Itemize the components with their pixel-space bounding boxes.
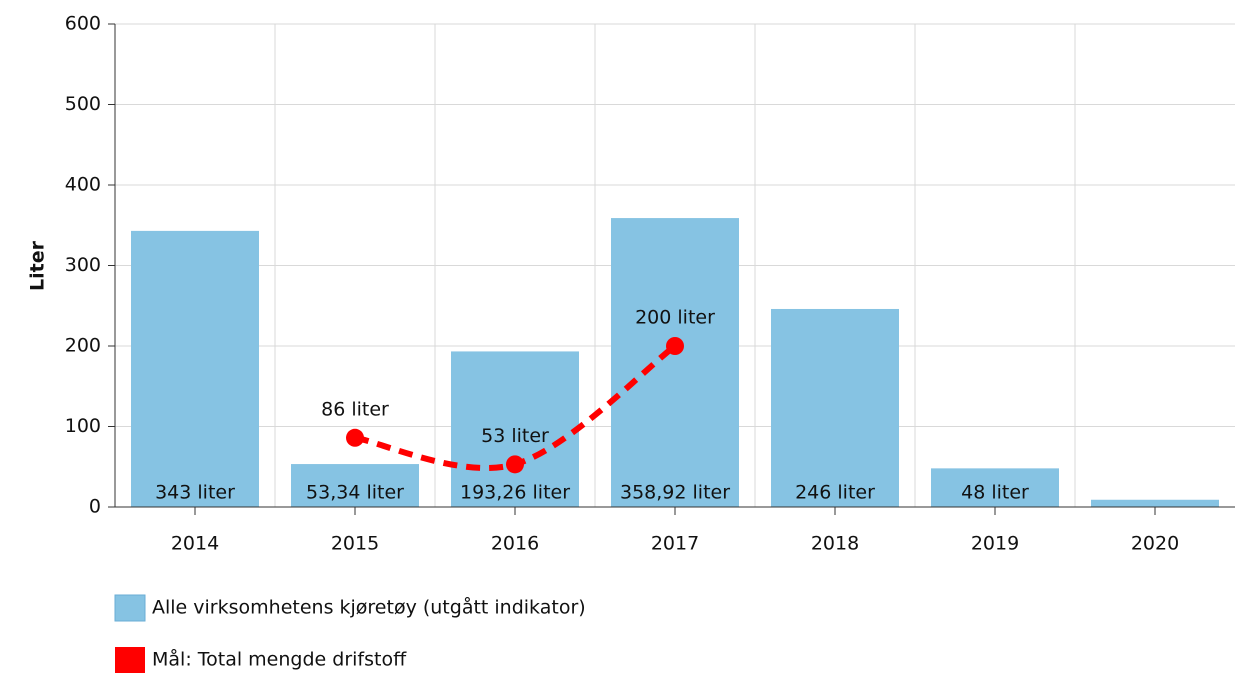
line-point: [666, 337, 684, 355]
bar: [931, 468, 1059, 507]
y-tick-label: 500: [65, 93, 101, 115]
y-axis-label: Liter: [27, 240, 49, 291]
y-tick-label: 0: [89, 496, 101, 518]
bar: [291, 464, 419, 507]
bar-label: 358,92 liter: [620, 482, 730, 504]
bar-label: 48 liter: [961, 482, 1029, 504]
line-point: [506, 455, 524, 474]
legend-swatch: [114, 594, 146, 622]
x-tick-label: 2019: [971, 533, 1019, 555]
x-tick-label: 2017: [651, 533, 699, 555]
line-label: 53 liter: [481, 425, 549, 447]
bar-label: 53,34 liter: [306, 482, 404, 504]
legend-label: Alle virksomhetens kjøretøy (utgått indi…: [152, 596, 586, 619]
x-tick-label: 2016: [491, 533, 539, 555]
y-tick-label: 200: [65, 335, 101, 357]
bar: [1091, 499, 1219, 507]
line-point: [346, 428, 364, 447]
line-label: 86 liter: [321, 398, 389, 420]
bar-label: 246 liter: [795, 482, 875, 504]
line-label: 200 liter: [635, 307, 715, 329]
bar-label: 343 liter: [155, 482, 235, 504]
legend-swatch: [115, 647, 145, 673]
x-tick-label: 2020: [1131, 533, 1179, 555]
bar: [131, 230, 259, 507]
x-tick-label: 2018: [811, 533, 859, 555]
bar: [771, 308, 899, 507]
y-tick-label: 400: [65, 174, 101, 196]
bar: [451, 351, 579, 507]
legend-label: Mål: Total mengde drifstoff: [152, 648, 407, 671]
y-tick-label: 100: [65, 415, 101, 437]
y-tick-label: 300: [65, 254, 101, 276]
bar-label: 193,26 liter: [460, 482, 570, 504]
bar: [611, 218, 739, 507]
y-tick-label: 600: [65, 13, 101, 35]
x-tick-label: 2014: [171, 533, 219, 555]
x-tick-label: 2015: [331, 533, 379, 555]
